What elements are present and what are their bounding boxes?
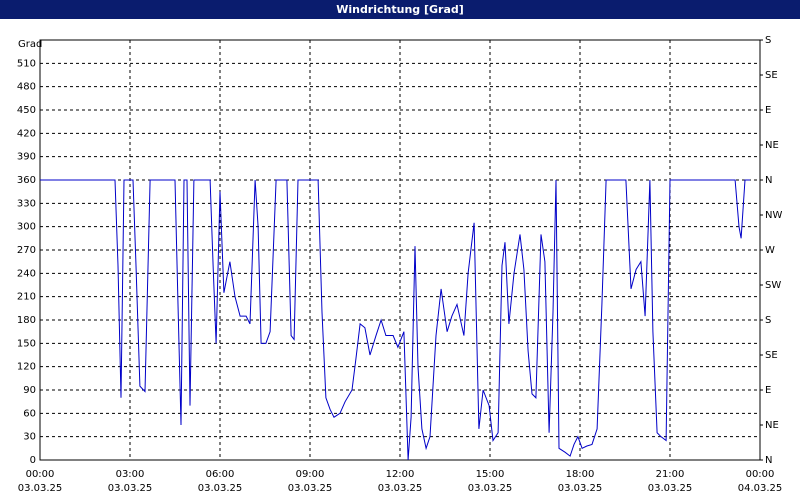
- x-tick-date: 03.03.25: [648, 483, 693, 494]
- y2-tick-label: S: [765, 35, 771, 46]
- y-tick-label: 60: [23, 408, 36, 419]
- y-tick-label: 120: [17, 362, 36, 373]
- x-tick-date: 03.03.25: [18, 483, 63, 494]
- y2-tick-label: SE: [765, 350, 778, 361]
- x-tick-label: 00:00: [746, 469, 775, 480]
- y-tick-label: 0: [30, 455, 36, 466]
- y-tick-label: 210: [17, 292, 36, 303]
- y-tick-label: 390: [17, 152, 36, 163]
- data-line: [40, 179, 751, 461]
- x-tick-label: 18:00: [566, 469, 595, 480]
- y2-tick-label: NE: [765, 420, 779, 431]
- y-tick-label: 240: [17, 268, 36, 279]
- x-tick-date: 03.03.25: [198, 483, 243, 494]
- x-tick-label: 06:00: [206, 469, 235, 480]
- y-axis-label: Grad: [18, 39, 42, 50]
- y-tick-label: 360: [17, 175, 36, 186]
- y2-tick-label: S: [765, 315, 771, 326]
- y2-tick-label: SW: [765, 280, 781, 291]
- x-tick-date: 03.03.25: [378, 483, 423, 494]
- y-tick-label: 300: [17, 222, 36, 233]
- x-tick-date: 03.03.25: [468, 483, 513, 494]
- y2-tick-label: W: [765, 245, 775, 256]
- x-tick-label: 03:00: [116, 469, 145, 480]
- x-tick-label: 15:00: [476, 469, 505, 480]
- x-tick-date: 03.03.25: [288, 483, 333, 494]
- x-tick-date: 03.03.25: [108, 483, 153, 494]
- chart-title: Windrichtung [Grad]: [336, 3, 464, 16]
- y-tick-label: 450: [17, 105, 36, 116]
- y-tick-label: 480: [17, 82, 36, 93]
- y-tick-label: 150: [17, 338, 36, 349]
- y-tick-label: 90: [23, 385, 36, 396]
- y2-tick-label: NW: [765, 210, 782, 221]
- title-bar: [0, 0, 800, 19]
- y2-tick-label: NE: [765, 140, 779, 151]
- x-tick-date: 04.03.25: [738, 483, 783, 494]
- y2-tick-label: E: [765, 385, 771, 396]
- y-tick-label: 270: [17, 245, 36, 256]
- x-tick-date: 03.03.25: [558, 483, 603, 494]
- y2-tick-label: SE: [765, 70, 778, 81]
- y-tick-label: 30: [23, 432, 36, 443]
- y-tick-label: 420: [17, 128, 36, 139]
- y-tick-label: 330: [17, 198, 36, 209]
- x-tick-label: 09:00: [296, 469, 325, 480]
- y2-tick-label: E: [765, 105, 771, 116]
- x-tick-label: 21:00: [656, 469, 685, 480]
- x-tick-label: 00:00: [26, 469, 55, 480]
- y-tick-label: 510: [17, 58, 36, 69]
- y2-tick-label: N: [765, 455, 772, 466]
- y-tick-label: 180: [17, 315, 36, 326]
- x-tick-label: 12:00: [386, 469, 415, 480]
- y2-tick-label: N: [765, 175, 772, 186]
